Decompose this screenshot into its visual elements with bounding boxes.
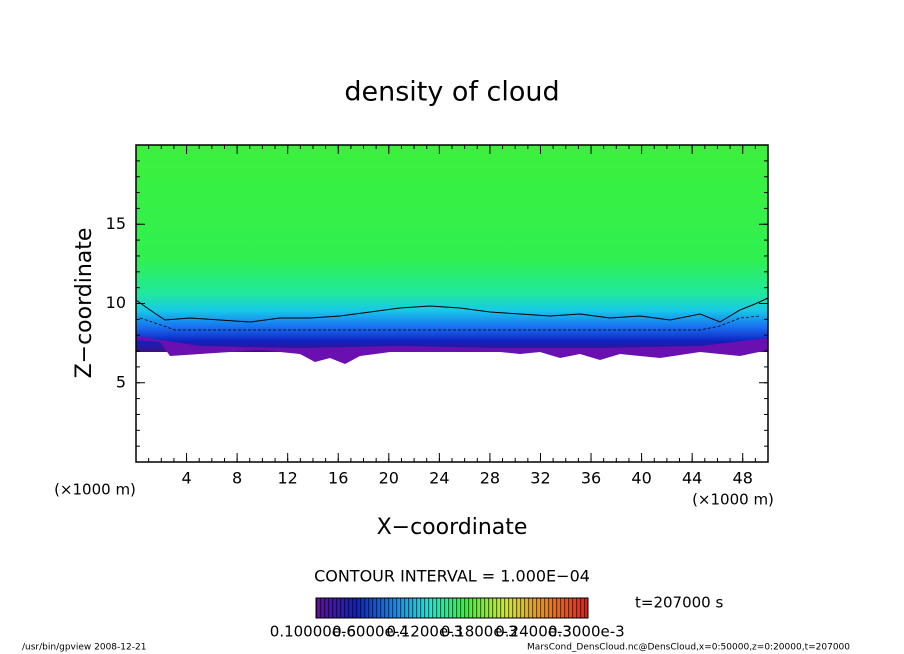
y-axis-unit: (×1000 m) xyxy=(54,481,136,499)
x-tick-label: 40 xyxy=(631,469,651,488)
colorbar-label: 0.2400e-3 xyxy=(495,623,572,641)
colorbar-label: 0.3000e-3 xyxy=(548,623,625,641)
time-label: t=207000 s xyxy=(635,594,723,612)
colorbar-stripes xyxy=(315,597,589,619)
colorbar-label: 0.10000e-6 xyxy=(270,623,356,641)
field-base xyxy=(136,336,768,364)
y-axis-label: Z−coordinate xyxy=(72,228,97,379)
x-tick-label: 32 xyxy=(530,469,550,488)
x-tick-label: 8 xyxy=(232,469,242,488)
x-tick-label: 24 xyxy=(429,469,449,488)
x-axis-label: X−coordinate xyxy=(377,515,528,540)
chart-title: density of cloud xyxy=(344,77,559,108)
footer-left: /usr/bin/gpview 2008-12-21 xyxy=(22,643,146,653)
contour-line xyxy=(135,297,769,323)
contour-interval: CONTOUR INTERVAL = 1.000E−04 xyxy=(314,567,590,586)
x-tick-label: 48 xyxy=(733,469,753,488)
footer-right: MarsCond_DensCloud.nc@DensCloud,x=0:5000… xyxy=(527,643,850,653)
x-axis-unit: (×1000 m) xyxy=(692,491,774,509)
x-tick-label: 36 xyxy=(581,469,601,488)
x-tick-label: 12 xyxy=(278,469,298,488)
y-tick-label: 10 xyxy=(106,293,126,312)
y-tick-label: 15 xyxy=(106,214,126,233)
contour-line xyxy=(139,315,761,331)
x-tick-label: 4 xyxy=(181,469,191,488)
x-tick-label: 44 xyxy=(682,469,702,488)
field xyxy=(135,145,769,364)
field-fill xyxy=(136,145,768,352)
colorbar-label: 0.1200e-3 xyxy=(386,623,463,641)
x-tick-label: 20 xyxy=(379,469,399,488)
colorbar-label: 0.1800e-3 xyxy=(441,623,518,641)
colorbar-label: 0.6000e-4 xyxy=(332,623,409,641)
x-tick-label: 16 xyxy=(328,469,348,488)
y-tick-label: 5 xyxy=(116,372,126,391)
x-tick-label: 28 xyxy=(480,469,500,488)
